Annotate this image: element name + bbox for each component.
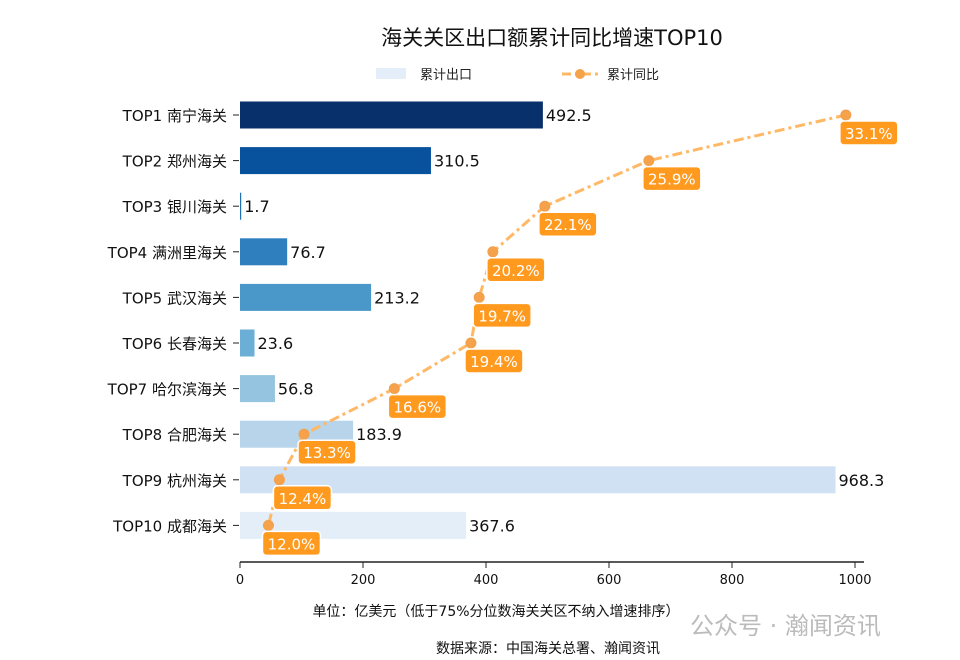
growth-label-box xyxy=(272,485,333,511)
bar-value-label: 23.6 xyxy=(258,334,294,353)
growth-label-box xyxy=(297,439,357,465)
bar-value-label: 56.8 xyxy=(278,380,314,399)
growth-data-label: 12.4% xyxy=(272,485,333,511)
bar xyxy=(240,147,431,175)
growth-label-text: 12.4% xyxy=(279,490,327,508)
y-tick-label: TOP8 合肥海关 xyxy=(122,426,227,444)
bar-value-label: 492.5 xyxy=(546,106,592,125)
growth-point xyxy=(539,200,551,212)
bar-value-label: 367.6 xyxy=(469,516,515,535)
bar-value-label: 76.7 xyxy=(290,243,326,262)
y-tick-label: TOP10 成都海关 xyxy=(112,517,227,535)
bar xyxy=(240,283,372,311)
growth-label-box xyxy=(464,348,524,374)
chart-title: 海关关区出口额累计同比增速TOP10 xyxy=(381,26,723,50)
x-tick-label: 800 xyxy=(720,573,745,588)
growth-data-label: 19.7% xyxy=(472,302,532,329)
growth-point xyxy=(840,109,852,121)
y-tick-label: TOP4 满洲里海关 xyxy=(107,244,227,262)
growth-point xyxy=(298,428,310,440)
x-axis-label: 单位：亿美元（低于75%分位数海关关区不纳入增速排序） xyxy=(312,604,679,620)
legend-line-label: 累计同比 xyxy=(607,68,659,83)
growth-label-text: 25.9% xyxy=(648,171,696,189)
growth-point xyxy=(487,246,499,258)
growth-label-box xyxy=(486,257,546,283)
growth-label-text: 16.6% xyxy=(394,399,442,417)
growth-label-text: 33.1% xyxy=(845,125,893,143)
growth-label-text: 19.4% xyxy=(470,353,518,371)
bar-value-label: 1.7 xyxy=(244,197,269,216)
bar xyxy=(240,466,836,494)
growth-data-label: 22.1% xyxy=(538,211,598,237)
legend-line-marker xyxy=(575,69,585,79)
watermark: 公众号 · 瀚闻资讯 xyxy=(690,612,881,640)
y-tick-label: TOP7 哈尔滨海关 xyxy=(107,381,227,399)
growth-point xyxy=(388,383,400,395)
growth-label-box xyxy=(387,393,448,420)
bar xyxy=(240,192,242,220)
growth-label-box xyxy=(839,120,899,146)
growth-label-text: 20.2% xyxy=(492,262,540,280)
x-tick-label: 1000 xyxy=(838,573,871,588)
legend-bar-swatch xyxy=(376,68,406,79)
y-tick-label: TOP6 长春海关 xyxy=(122,335,227,353)
bar xyxy=(240,329,255,357)
growth-label-box xyxy=(642,165,702,192)
growth-point xyxy=(473,291,485,303)
legend: 累计出口 累计同比 xyxy=(376,68,659,83)
bar-value-label: 310.5 xyxy=(434,152,480,171)
growth-point xyxy=(273,474,285,486)
x-tick-label: 400 xyxy=(474,573,499,588)
growth-point xyxy=(465,337,477,349)
bar-value-label: 183.9 xyxy=(356,425,402,444)
growth-data-label: 20.2% xyxy=(486,257,546,283)
growth-data-label: 16.6% xyxy=(387,393,448,420)
bar xyxy=(240,101,543,129)
growth-data-label: 33.1% xyxy=(839,120,899,146)
growth-label-text: 22.1% xyxy=(544,216,592,234)
growth-data-label: 19.4% xyxy=(464,348,524,374)
growth-label-text: 19.7% xyxy=(478,307,526,325)
bar-value-label: 968.3 xyxy=(839,471,885,490)
growth-label-box xyxy=(472,302,532,329)
growth-data-label: 13.3% xyxy=(297,439,357,465)
x-tick-label: 200 xyxy=(351,573,376,588)
bar-value-label: 213.2 xyxy=(374,288,420,307)
y-tick-label: TOP2 郑州海关 xyxy=(122,153,227,171)
growth-label-box xyxy=(538,211,598,237)
growth-point xyxy=(643,155,655,167)
source-note: 数据来源：中国海关总署、瀚闻资讯 xyxy=(436,641,660,657)
growth-label-text: 12.0% xyxy=(268,535,316,553)
legend-bar-label: 累计出口 xyxy=(420,68,472,83)
bar xyxy=(240,375,275,403)
y-tick-label: TOP1 南宁海关 xyxy=(122,107,227,125)
growth-point xyxy=(262,519,274,531)
x-tick-label: 0 xyxy=(236,573,244,588)
growth-label-box xyxy=(261,530,322,557)
y-tick-label: TOP3 银川海关 xyxy=(122,198,227,216)
growth-data-label: 25.9% xyxy=(642,165,702,192)
growth-label-text: 13.3% xyxy=(303,444,351,462)
bar xyxy=(240,238,288,266)
growth-data-label: 12.0% xyxy=(261,530,322,557)
x-tick-label: 600 xyxy=(597,573,622,588)
y-tick-label: TOP9 杭州海关 xyxy=(122,472,227,490)
y-tick-label: TOP5 武汉海关 xyxy=(122,289,227,307)
